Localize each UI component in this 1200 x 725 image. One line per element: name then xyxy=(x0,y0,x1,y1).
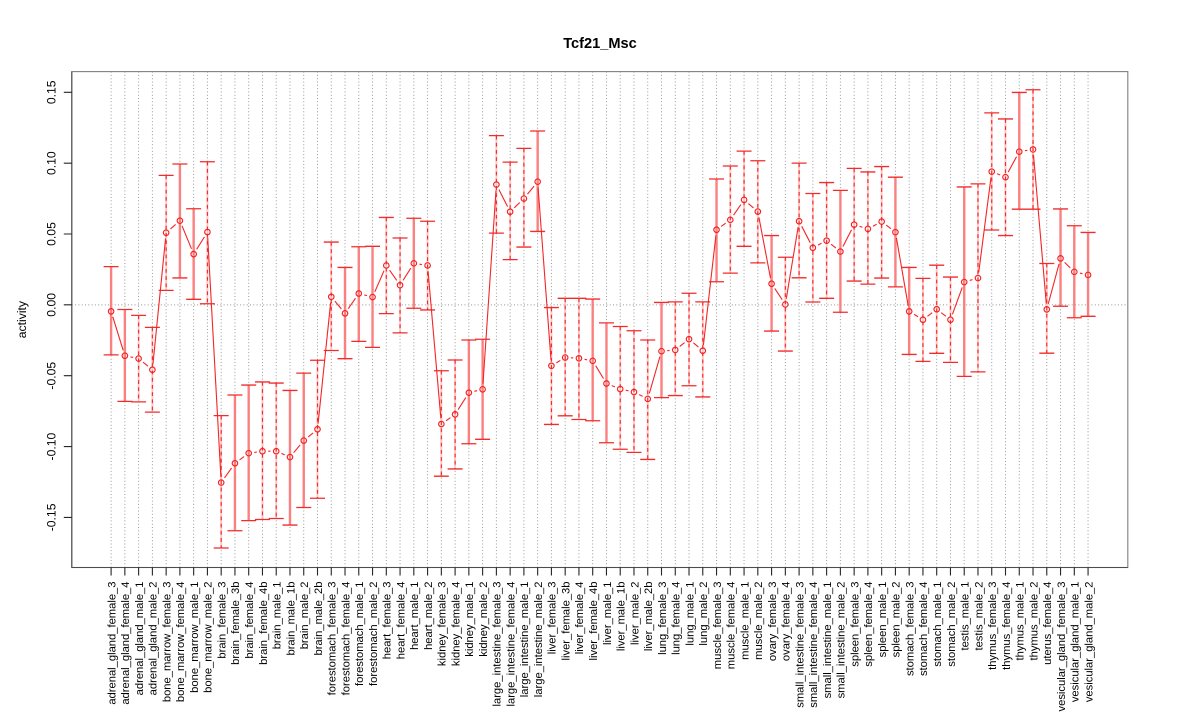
svg-text:stomach_female_4: stomach_female_4 xyxy=(918,582,930,677)
svg-text:ovary_female_3: ovary_female_3 xyxy=(767,582,779,662)
svg-text:heart_female_3: heart_female_3 xyxy=(382,582,394,660)
svg-text:liver_female_4b: liver_female_4b xyxy=(588,582,600,661)
svg-text:forestomach_female_4: forestomach_female_4 xyxy=(340,582,352,696)
svg-text:vesicular_gland_female_3: vesicular_gland_female_3 xyxy=(1056,582,1068,712)
svg-text:0.00: 0.00 xyxy=(45,293,59,317)
svg-text:large_intestine_male_2: large_intestine_male_2 xyxy=(533,582,545,698)
svg-text:thymus_female_4: thymus_female_4 xyxy=(1001,582,1013,670)
svg-text:large_intestine_female_3: large_intestine_female_3 xyxy=(492,582,504,707)
svg-text:heart_male_2: heart_male_2 xyxy=(423,582,435,650)
svg-text:brain_male_2: brain_male_2 xyxy=(299,582,311,650)
svg-text:adrenal_gland_female_4: adrenal_gland_female_4 xyxy=(120,582,132,705)
svg-text:brain_male_1: brain_male_1 xyxy=(272,582,284,650)
svg-text:forestomach_female_3: forestomach_female_3 xyxy=(327,582,339,696)
svg-text:muscle_male_1: muscle_male_1 xyxy=(739,582,751,660)
svg-text:muscle_female_4: muscle_female_4 xyxy=(726,582,738,670)
svg-text:bone_marrow_female_3: bone_marrow_female_3 xyxy=(161,582,173,703)
svg-text:kidney_female_3: kidney_female_3 xyxy=(437,582,449,667)
svg-text:-0.05: -0.05 xyxy=(45,362,59,390)
svg-text:activity: activity xyxy=(15,300,29,338)
svg-text:liver_male_1b: liver_male_1b xyxy=(616,582,628,652)
svg-text:muscle_female_3: muscle_female_3 xyxy=(712,582,724,670)
svg-text:lung_male_1: lung_male_1 xyxy=(684,582,696,646)
svg-text:ovary_female_4: ovary_female_4 xyxy=(781,582,793,662)
svg-text:brain_female_4: brain_female_4 xyxy=(244,582,256,659)
svg-text:small_intestine_female_4: small_intestine_female_4 xyxy=(808,582,820,708)
svg-text:liver_male_2b: liver_male_2b xyxy=(643,582,655,652)
svg-text:lung_male_2: lung_male_2 xyxy=(698,582,710,646)
svg-text:lung_female_4: lung_female_4 xyxy=(671,582,683,655)
svg-text:adrenal_gland_female_3: adrenal_gland_female_3 xyxy=(106,582,118,705)
svg-text:adrenal_gland_male_1: adrenal_gland_male_1 xyxy=(134,582,146,696)
svg-text:bone_marrow_female_4: bone_marrow_female_4 xyxy=(175,582,187,703)
svg-text:brain_female_3: brain_female_3 xyxy=(216,582,228,659)
svg-text:small_intestine_male_2: small_intestine_male_2 xyxy=(836,582,848,699)
svg-text:small_intestine_female_3: small_intestine_female_3 xyxy=(794,582,806,708)
svg-text:kidney_female_4: kidney_female_4 xyxy=(450,582,462,667)
svg-text:stomach_male_2: stomach_male_2 xyxy=(946,582,958,667)
svg-text:liver_male_2: liver_male_2 xyxy=(629,582,641,645)
svg-text:spleen_male_2: spleen_male_2 xyxy=(891,582,903,658)
svg-text:thymus_female_3: thymus_female_3 xyxy=(987,582,999,670)
svg-text:spleen_male_1: spleen_male_1 xyxy=(877,582,889,658)
svg-text:liver_female_3: liver_female_3 xyxy=(547,582,559,655)
svg-text:testis_male_1: testis_male_1 xyxy=(960,582,972,651)
svg-text:brain_female_3b: brain_female_3b xyxy=(230,582,242,665)
svg-text:stomach_male_1: stomach_male_1 xyxy=(932,582,944,667)
svg-text:bone_marrow_male_1: bone_marrow_male_1 xyxy=(189,582,201,693)
svg-text:vesicular_gland_male_2: vesicular_gland_male_2 xyxy=(1083,582,1095,703)
svg-text:kidney_male_2: kidney_male_2 xyxy=(478,582,490,657)
svg-text:brain_male_2b: brain_male_2b xyxy=(313,582,325,656)
svg-text:bone_marrow_male_2: bone_marrow_male_2 xyxy=(203,582,215,693)
svg-text:stomach_female_3: stomach_female_3 xyxy=(904,582,916,677)
svg-text:small_intestine_male_1: small_intestine_male_1 xyxy=(822,582,834,699)
svg-text:liver_male_1: liver_male_1 xyxy=(602,582,614,645)
svg-text:heart_female_4: heart_female_4 xyxy=(395,582,407,660)
svg-text:lung_female_3: lung_female_3 xyxy=(657,582,669,655)
svg-text:spleen_female_3: spleen_female_3 xyxy=(849,582,861,667)
svg-text:large_intestine_male_1: large_intestine_male_1 xyxy=(519,582,531,698)
svg-text:large_intestine_female_4: large_intestine_female_4 xyxy=(505,582,517,707)
svg-text:heart_male_1: heart_male_1 xyxy=(409,582,421,650)
svg-text:spleen_female_4: spleen_female_4 xyxy=(863,582,875,667)
svg-text:liver_female_3b: liver_female_3b xyxy=(560,582,572,661)
svg-text:thymus_male_2: thymus_male_2 xyxy=(1028,582,1040,661)
svg-text:brain_male_1b: brain_male_1b xyxy=(285,582,297,656)
svg-text:vesicular_gland_male_1: vesicular_gland_male_1 xyxy=(1070,582,1082,703)
svg-text:-0.15: -0.15 xyxy=(45,503,59,531)
svg-text:forestomach_male_1: forestomach_male_1 xyxy=(354,582,366,686)
svg-text:testis_male_2: testis_male_2 xyxy=(973,582,985,651)
svg-text:uterus_female_4: uterus_female_4 xyxy=(1042,582,1054,665)
svg-text:liver_female_4: liver_female_4 xyxy=(574,582,586,655)
svg-text:forestomach_male_2: forestomach_male_2 xyxy=(368,582,380,686)
svg-text:kidney_male_1: kidney_male_1 xyxy=(464,582,476,657)
svg-text:adrenal_gland_male_2: adrenal_gland_male_2 xyxy=(148,582,160,696)
svg-text:0.15: 0.15 xyxy=(45,80,59,104)
svg-text:0.10: 0.10 xyxy=(45,151,59,175)
svg-text:0.05: 0.05 xyxy=(45,222,59,246)
svg-text:muscle_male_2: muscle_male_2 xyxy=(753,582,765,660)
svg-text:brain_female_4b: brain_female_4b xyxy=(258,582,270,665)
svg-text:-0.10: -0.10 xyxy=(45,432,59,460)
svg-text:Tcf21_Msc: Tcf21_Msc xyxy=(563,36,637,52)
svg-text:thymus_male_1: thymus_male_1 xyxy=(1015,582,1027,661)
